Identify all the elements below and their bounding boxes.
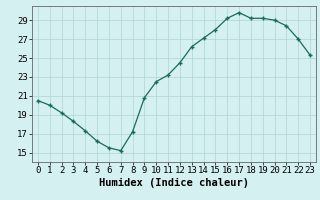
X-axis label: Humidex (Indice chaleur): Humidex (Indice chaleur) bbox=[99, 178, 249, 188]
